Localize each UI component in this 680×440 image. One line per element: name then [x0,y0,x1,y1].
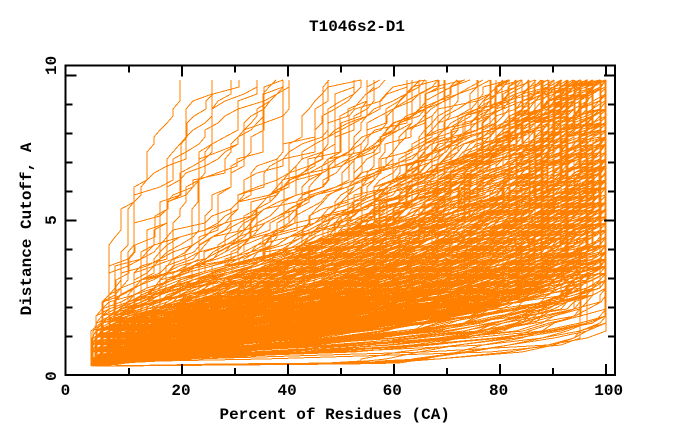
svg-text:20: 20 [171,382,190,400]
svg-text:40: 40 [277,382,296,400]
svg-text:5: 5 [43,215,61,225]
svg-text:Distance Cutoff, A: Distance Cutoff, A [18,142,36,315]
svg-text:0: 0 [61,382,71,400]
svg-text:Percent of Residues (CA): Percent of Residues (CA) [219,406,449,424]
svg-text:100: 100 [594,382,623,400]
svg-text:80: 80 [489,382,508,400]
svg-text:10: 10 [43,56,61,75]
svg-text:60: 60 [383,382,402,400]
svg-text:0: 0 [43,371,61,381]
svg-text:T1046s2-D1: T1046s2-D1 [309,18,405,36]
